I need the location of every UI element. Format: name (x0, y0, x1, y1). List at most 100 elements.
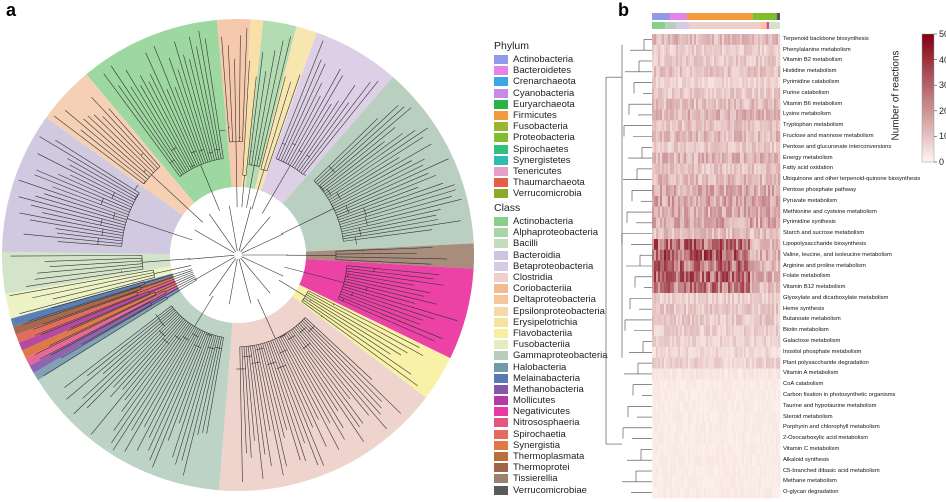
heatmap-cell (654, 131, 657, 143)
heatmap-cell (736, 249, 739, 261)
heatmap-cell (730, 98, 733, 110)
heatmap-cell (748, 487, 751, 499)
heatmap-cell (728, 357, 731, 369)
pathway-label: Heme synthesis (783, 305, 825, 312)
heatmap-cell (700, 87, 703, 100)
heatmap-cell (708, 55, 711, 67)
heatmap-cell (694, 217, 697, 229)
heatmap-cell (756, 390, 759, 402)
heatmap-cell (678, 66, 681, 78)
heatmap-cell (652, 454, 655, 466)
heatmap-cell (740, 292, 743, 305)
heatmap-cell (684, 400, 687, 412)
heatmap-cell (718, 411, 721, 423)
heatmap-cell (678, 325, 681, 337)
heatmap-cell (776, 34, 779, 46)
heatmap-cell (736, 476, 739, 488)
heatmap-cell (732, 55, 735, 67)
heatmap-cell (738, 454, 741, 466)
heatmap-cell (758, 357, 761, 369)
heatmap-cell (716, 379, 719, 391)
heatmap-cell (766, 217, 769, 229)
heatmap-cell (756, 34, 759, 46)
heatmap-cell (706, 454, 709, 466)
heatmap-cell (724, 422, 727, 434)
heatmap-cell (776, 195, 779, 207)
heatmap-cell (768, 228, 771, 240)
heatmap-cell (666, 228, 669, 240)
heatmap-cell (738, 34, 741, 46)
heatmap-cell (764, 292, 767, 305)
heatmap-cell (696, 271, 699, 283)
heatmap-cell (704, 400, 707, 412)
heatmap-cell (732, 228, 735, 240)
heatmap-cell (720, 357, 723, 369)
heatmap-cell (688, 314, 691, 326)
heatmap-cell (708, 34, 711, 46)
heatmap-cell (730, 44, 733, 56)
heatmap-cell (768, 87, 771, 100)
heatmap-cell (692, 131, 695, 143)
heatmap-cell (744, 303, 747, 315)
heatmap-cell (702, 368, 705, 380)
heatmap-cell (688, 346, 691, 359)
heatmap-cell (736, 444, 739, 456)
heatmap-cell (706, 411, 709, 423)
heatmap-cell (764, 195, 767, 207)
heatmap-cell (742, 422, 745, 434)
heatmap-cell (714, 195, 717, 207)
heatmap-cell (760, 357, 763, 369)
heatmap-cell (666, 379, 669, 391)
heatmap-cell (692, 228, 695, 240)
heatmap-cell (682, 109, 685, 121)
heatmap-cell (694, 487, 697, 499)
heatmap-cell (732, 239, 735, 251)
heatmap-cell (718, 228, 721, 240)
heatmap-cell (748, 55, 751, 67)
heatmap-cell (778, 77, 781, 89)
heatmap-cell (738, 249, 741, 261)
heatmap-cell (684, 174, 687, 186)
heatmap-cell (776, 120, 779, 132)
heatmap-cell (678, 87, 681, 100)
heatmap-cell (680, 454, 683, 466)
heatmap-cell (652, 239, 655, 251)
heatmap-cell (750, 368, 753, 380)
heatmap-cell (662, 249, 665, 261)
heatmap-cell (720, 390, 723, 402)
heatmap-cell (766, 325, 769, 337)
class-legend-label: Fusobacteriia (513, 339, 571, 351)
heatmap-cell (704, 239, 707, 251)
heatmap-cell (752, 346, 755, 359)
heatmap-cell (704, 292, 707, 305)
heatmap-cell (740, 206, 743, 218)
heatmap-cell (766, 487, 769, 499)
heatmap-cell (718, 44, 721, 56)
heatmap-cell (770, 314, 773, 326)
pathway-label: Vitamin B12 metabolism (783, 284, 846, 291)
heatmap-cell (672, 131, 675, 143)
heatmap-cell (776, 390, 779, 402)
heatmap-cell (672, 55, 675, 67)
heatmap-cell (756, 454, 759, 466)
colorbar (921, 33, 935, 163)
class-legend-swatch (494, 306, 508, 316)
heatmap-cell (750, 411, 753, 423)
tree-sector-methanobacteria (29, 286, 180, 373)
heatmap-cell (696, 400, 699, 412)
heatmap-cell (656, 120, 659, 132)
heatmap-cell (666, 390, 669, 402)
pathway-label: Vitamin C metabolism (783, 445, 840, 452)
heatmap-cell (744, 120, 747, 132)
heatmap-cell (744, 379, 747, 391)
heatmap-cell (728, 346, 731, 359)
heatmap-cell (750, 476, 753, 488)
heatmap-cell (770, 206, 773, 218)
heatmap-cell (658, 163, 661, 175)
heatmap-cell (662, 454, 665, 466)
heatmap-cell (762, 34, 765, 46)
heatmap-cell (676, 44, 679, 56)
heatmap-cell (774, 77, 777, 89)
heatmap-cell (668, 314, 671, 326)
heatmap-cell (738, 292, 741, 305)
